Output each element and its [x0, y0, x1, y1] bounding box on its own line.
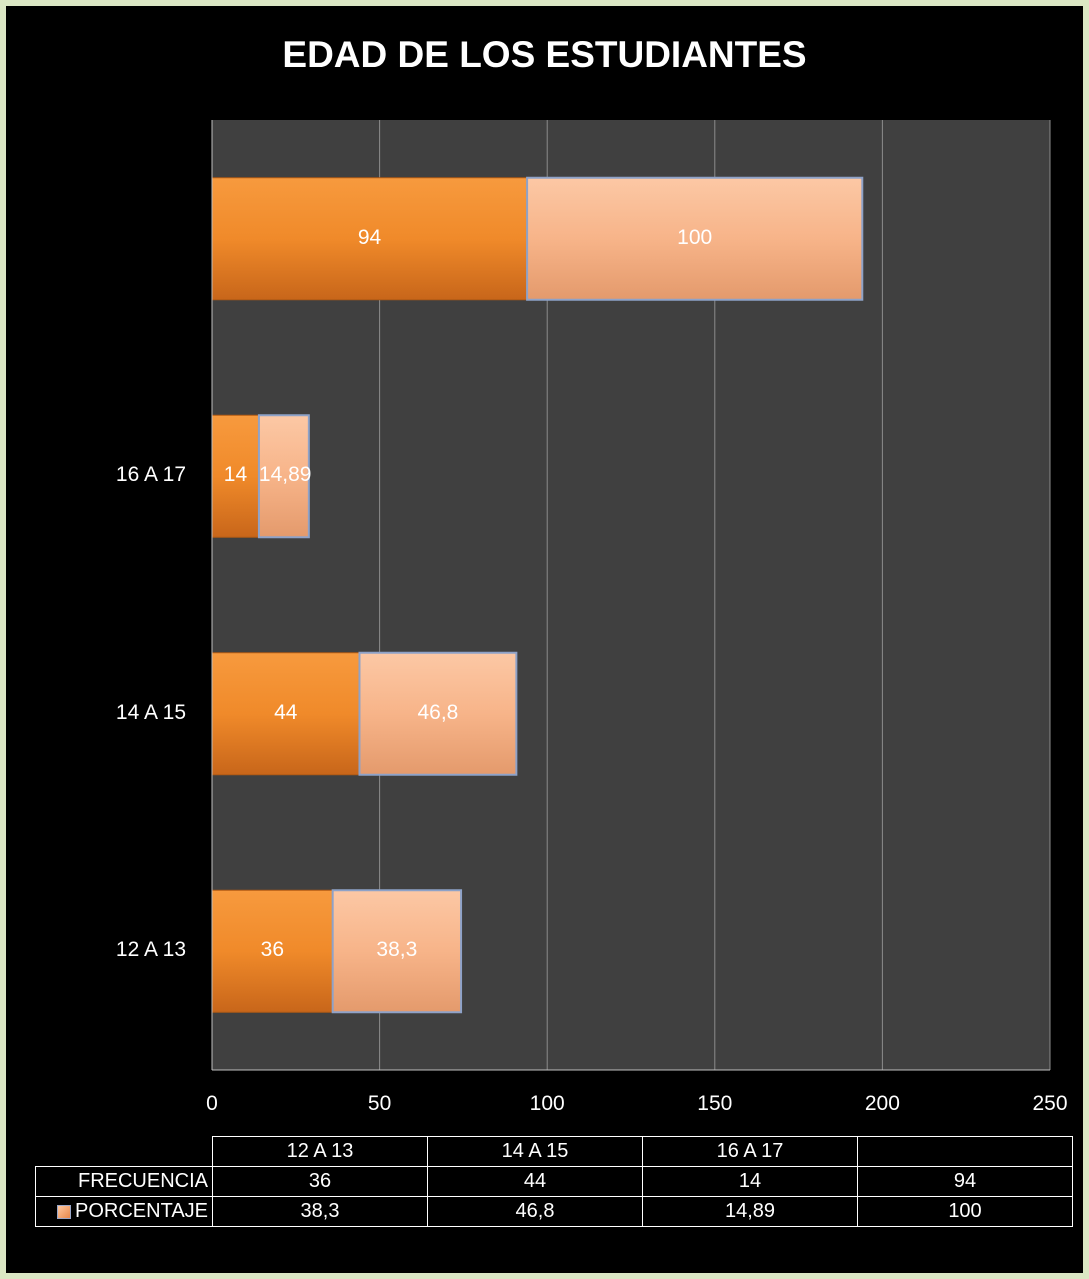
table-row-frecuencia: FRECUENCIA 36 44 14 94	[35, 1166, 1073, 1197]
table-cell: 44	[427, 1166, 643, 1197]
x-tick-label: 150	[697, 1092, 733, 1115]
bar-porcentaje	[257, 414, 310, 539]
table-header-row: 12 A 13 14 A 15 16 A 17	[36, 1136, 1073, 1167]
table-cell: 46,8	[427, 1196, 643, 1227]
series-name-frecuencia: FRECUENCIA	[77, 1170, 208, 1192]
bar-porcentaje	[358, 651, 518, 776]
x-tick-label: 100	[529, 1092, 565, 1115]
y-category-label: 12 A 13	[115, 938, 186, 962]
table-row-label: FRECUENCIA	[35, 1166, 213, 1197]
table-cell: 36	[212, 1166, 428, 1197]
table-header-cell: 16 A 17	[642, 1136, 858, 1167]
bar-porcentaje	[526, 176, 864, 301]
table-cell: 14	[642, 1166, 858, 1197]
series-name-porcentaje: PORCENTAJE	[75, 1200, 208, 1222]
x-tick-label: 50	[367, 1092, 392, 1115]
x-tick-label: 250	[1032, 1092, 1068, 1115]
data-label: 36	[260, 938, 285, 962]
x-tick-label: 0	[206, 1092, 218, 1115]
data-label: 44	[274, 700, 298, 724]
table-cell: 38,3	[212, 1196, 428, 1227]
x-tick-label: 200	[864, 1092, 900, 1115]
y-category-label: 16 A 17	[115, 463, 186, 487]
bar-frecuencia	[211, 177, 528, 301]
data-table: 12 A 13 14 A 15 16 A 17 FRECUENCIA 36 44…	[35, 1136, 1073, 1227]
table-header-cell: 14 A 15	[427, 1136, 643, 1167]
bar-frecuencia	[211, 652, 360, 776]
data-label: 14,89	[258, 463, 312, 487]
table-corner	[36, 1137, 213, 1167]
table-header-cell: 12 A 13	[212, 1136, 428, 1167]
chart-title: EDAD DE LOS ESTUDIANTES	[282, 34, 807, 75]
data-label: 100	[677, 225, 713, 249]
data-label: 38,3	[376, 938, 418, 962]
legend-key-porcentaje	[57, 1204, 72, 1219]
table-cell: 100	[857, 1196, 1073, 1227]
table-row-porcentaje: PORCENTAJE 38,3 46,8 14,89 100	[35, 1196, 1073, 1227]
table-cell: 14,89	[642, 1196, 858, 1227]
table-cell: 94	[857, 1166, 1073, 1197]
bars	[211, 176, 864, 1014]
bar-porcentaje	[331, 889, 463, 1014]
data-label: 94	[357, 225, 382, 249]
table-row-label: PORCENTAJE	[35, 1196, 213, 1227]
data-label: 14	[223, 463, 248, 487]
table-header-cell	[857, 1136, 1073, 1167]
data-label: 46,8	[417, 700, 459, 724]
y-category-label: 14 A 15	[115, 700, 186, 724]
